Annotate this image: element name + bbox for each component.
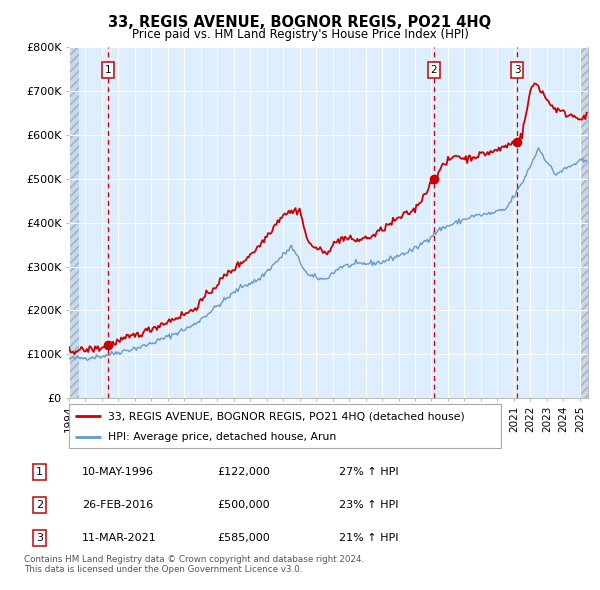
- Text: 11-MAR-2021: 11-MAR-2021: [82, 533, 157, 543]
- Text: 27% ↑ HPI: 27% ↑ HPI: [338, 467, 398, 477]
- Text: £500,000: £500,000: [217, 500, 270, 510]
- Text: 1: 1: [104, 65, 111, 75]
- Text: 2: 2: [431, 65, 437, 75]
- Text: 3: 3: [36, 533, 43, 543]
- Text: HPI: Average price, detached house, Arun: HPI: Average price, detached house, Arun: [108, 432, 336, 442]
- Text: £585,000: £585,000: [217, 533, 270, 543]
- Text: 33, REGIS AVENUE, BOGNOR REGIS, PO21 4HQ: 33, REGIS AVENUE, BOGNOR REGIS, PO21 4HQ: [109, 15, 491, 30]
- Text: £122,000: £122,000: [217, 467, 270, 477]
- Bar: [69, 47, 79, 398]
- Text: 1: 1: [36, 467, 43, 477]
- Text: 10-MAY-1996: 10-MAY-1996: [82, 467, 154, 477]
- Bar: [581, 47, 588, 398]
- Text: Price paid vs. HM Land Registry's House Price Index (HPI): Price paid vs. HM Land Registry's House …: [131, 28, 469, 41]
- Text: Contains HM Land Registry data © Crown copyright and database right 2024.
This d: Contains HM Land Registry data © Crown c…: [24, 555, 364, 574]
- Text: 23% ↑ HPI: 23% ↑ HPI: [338, 500, 398, 510]
- Text: 33, REGIS AVENUE, BOGNOR REGIS, PO21 4HQ (detached house): 33, REGIS AVENUE, BOGNOR REGIS, PO21 4HQ…: [108, 411, 464, 421]
- Text: 26-FEB-2016: 26-FEB-2016: [82, 500, 153, 510]
- Text: 21% ↑ HPI: 21% ↑ HPI: [338, 533, 398, 543]
- Text: 2: 2: [36, 500, 43, 510]
- Text: 3: 3: [514, 65, 520, 75]
- FancyBboxPatch shape: [69, 404, 501, 448]
